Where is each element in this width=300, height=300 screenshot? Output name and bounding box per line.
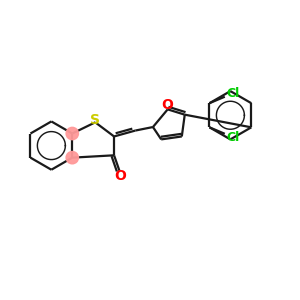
Text: O: O (161, 98, 173, 112)
Text: Cl: Cl (226, 87, 239, 100)
Circle shape (66, 152, 79, 164)
Circle shape (66, 127, 79, 140)
Text: S: S (90, 113, 100, 127)
Text: O: O (114, 169, 126, 183)
Text: Cl: Cl (226, 131, 239, 144)
